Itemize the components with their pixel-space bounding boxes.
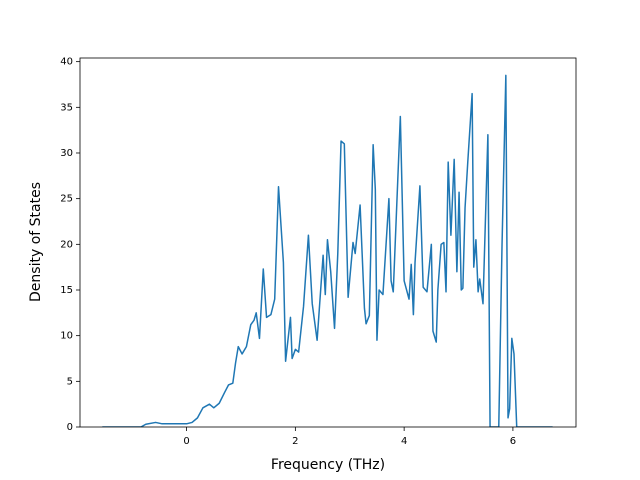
y-tick-label: 20 <box>60 239 73 250</box>
y-axis-label: Density of States <box>28 182 44 302</box>
y-tick-label: 0 <box>67 422 73 433</box>
x-tick-label: 4 <box>401 436 407 447</box>
y-tick-label: 30 <box>60 148 73 159</box>
y-tick-label: 25 <box>60 194 73 205</box>
y-tick-label: 15 <box>60 285 73 296</box>
x-tick-label: 6 <box>510 436 516 447</box>
y-tick-label: 5 <box>67 376 73 387</box>
y-tick-label: 10 <box>60 331 73 342</box>
y-tick-label: 35 <box>60 102 73 113</box>
x-tick-label: 2 <box>292 436 298 447</box>
data-line <box>102 74 553 427</box>
x-tick-label: 0 <box>183 436 189 447</box>
x-axis-label: Frequency (THz) <box>271 457 385 473</box>
y-tick-label: 40 <box>60 57 73 68</box>
plot-frame <box>79 57 577 428</box>
